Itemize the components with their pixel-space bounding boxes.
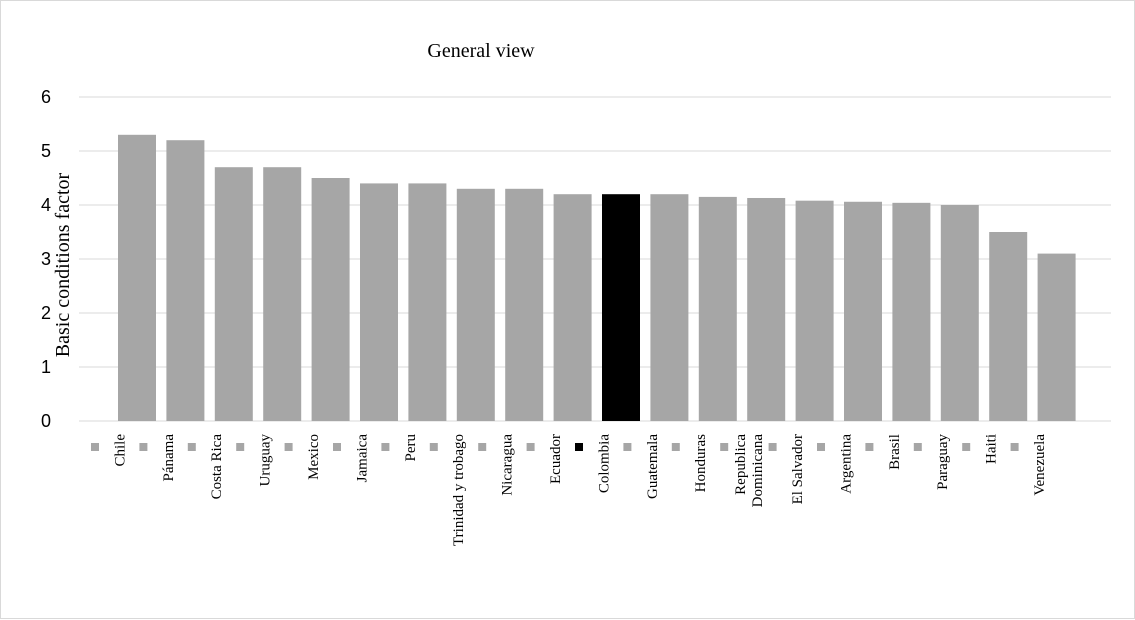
y-tick-label: 5	[41, 141, 51, 161]
x-tick-label: Brasil	[887, 434, 903, 470]
x-tick-label: Trinidad y trobago	[451, 434, 467, 546]
y-tick-label: 6	[41, 87, 51, 107]
legend-marker	[671, 443, 680, 451]
x-tick-label: Paraguay	[935, 434, 951, 490]
legend-marker	[962, 443, 971, 451]
legend-marker	[1010, 443, 1019, 451]
legend-marker	[236, 443, 245, 451]
x-tick-label: Honduras	[693, 434, 709, 492]
legend-marker	[865, 443, 874, 451]
bar-venezuela	[1037, 253, 1076, 421]
bar-nicaragua	[505, 188, 544, 421]
legend-marker	[284, 443, 293, 451]
bar-el-salvador	[795, 200, 834, 421]
bar-mexico	[311, 178, 350, 421]
x-tick-label: Ecuador	[548, 434, 564, 484]
x-tick-labels: Chile Pánama Costa Rica Uruguay Mexico Jamaic…	[112, 434, 1048, 546]
bar-argentina	[844, 201, 882, 421]
legend-marker	[817, 443, 825, 451]
bar-colombia	[602, 194, 640, 421]
legend-marker	[187, 443, 196, 451]
bar-uruguay	[263, 167, 302, 421]
bar-peru	[408, 183, 447, 421]
bar-trinidad-y-trobago	[456, 188, 495, 421]
x-tick-label: Argentina	[838, 434, 854, 494]
x-tick-label: Peru	[403, 434, 419, 462]
bar-costa-rica	[214, 167, 253, 421]
legend-marker	[720, 443, 729, 451]
legend-marker	[478, 443, 487, 451]
bar-ecuador	[553, 194, 592, 421]
x-tick-label: Haiti	[984, 434, 1000, 464]
bar-jamaica	[360, 183, 398, 421]
y-tick-label: 1	[41, 357, 51, 377]
bar-haiti	[989, 232, 1028, 421]
bar-p-nama	[166, 140, 205, 421]
legend-marker	[333, 443, 341, 451]
legend-markers	[91, 443, 1019, 451]
bars	[118, 134, 1076, 422]
bar-honduras	[698, 196, 737, 421]
legend-marker	[575, 443, 583, 451]
legend-marker	[139, 443, 148, 451]
x-tick-label: Jamaica	[354, 434, 370, 483]
legend-marker	[429, 443, 438, 451]
x-tick-label: Guatemala	[645, 434, 661, 499]
legend-marker	[768, 443, 777, 451]
y-tick-label: 0	[41, 411, 51, 431]
chart-title: General view	[427, 40, 535, 62]
x-tick-label: Mexico	[306, 434, 322, 480]
x-tick-label: El Salvador	[790, 434, 806, 504]
bar-republica-dominicana	[747, 197, 786, 421]
y-axis-label: Basic conditions factor	[52, 172, 74, 357]
x-tick-label: Pánama	[161, 434, 177, 482]
bar-paraguay	[940, 205, 979, 421]
x-tick-label: Chile	[112, 434, 128, 467]
bar-brasil	[892, 202, 931, 421]
legend-marker	[526, 443, 535, 451]
x-tick-label: Colombia	[596, 434, 612, 494]
x-tick-label: Costa Rica	[209, 434, 225, 500]
x-tick-label: Venezuela	[1032, 434, 1048, 496]
x-tick-label: Nicaragua	[500, 434, 516, 496]
legend-marker	[913, 443, 922, 451]
y-tick-label: 2	[41, 303, 51, 323]
y-tick-label: 4	[41, 195, 51, 215]
x-tick-label: Dominicana	[750, 434, 766, 508]
legend-marker	[381, 443, 390, 451]
bar-chile	[118, 134, 156, 422]
y-tick-label: 3	[41, 249, 51, 269]
legend-marker	[91, 443, 99, 451]
x-tick-label: Republica	[733, 434, 749, 495]
legend-marker	[623, 443, 632, 451]
bar-guatemala	[650, 194, 689, 421]
x-tick-label: Uruguay	[258, 434, 274, 487]
y-tick-labels: 0 1 2 3 4 5 6	[41, 87, 51, 431]
